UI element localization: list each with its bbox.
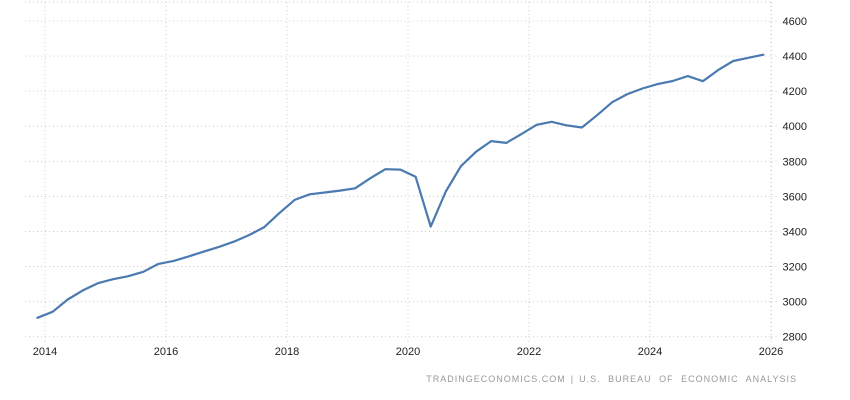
attribution-separator: | [570, 374, 575, 384]
series-line [36, 53, 765, 319]
y-axis-label: 3000 [783, 297, 807, 309]
y-axis-label: 3800 [783, 156, 807, 168]
y-axis-label: 4400 [783, 51, 807, 63]
y-axis-label: 3200 [783, 262, 807, 274]
attribution: TRADINGECONOMICS.COM | U.S. BUREAU OF ECON… [426, 374, 797, 385]
x-axis-label: 2022 [517, 346, 541, 358]
y-axis-label: 4600 [783, 16, 807, 28]
x-axis-label: 2020 [396, 346, 420, 358]
attribution-agency: U.S. BUREAU OF ECONOMIC ANALYSIS [579, 374, 797, 384]
y-axis-label: 4200 [783, 86, 807, 98]
attribution-source: TRADINGECONOMICS.COM [426, 374, 566, 384]
x-axis-label: 2016 [154, 346, 178, 358]
x-axis-label: 2026 [759, 346, 783, 358]
y-axis-label: 3400 [783, 226, 807, 238]
y-axis-label: 4000 [783, 121, 807, 133]
x-axis-label: 2018 [275, 346, 299, 358]
x-axis-label: 2024 [638, 346, 662, 358]
y-axis-label: 2800 [783, 332, 807, 344]
y-axis-label: 3600 [783, 191, 807, 203]
x-axis-label: 2014 [33, 346, 57, 358]
